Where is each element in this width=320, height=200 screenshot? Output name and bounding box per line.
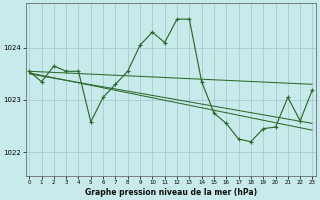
X-axis label: Graphe pression niveau de la mer (hPa): Graphe pression niveau de la mer (hPa) xyxy=(85,188,257,197)
